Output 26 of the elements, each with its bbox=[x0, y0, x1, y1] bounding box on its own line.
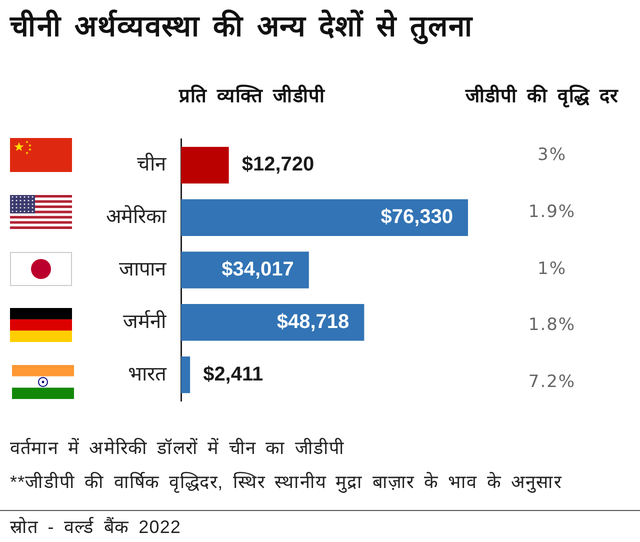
y-tick-label: अमेरिका bbox=[106, 205, 167, 228]
y-tick-label: भारत bbox=[128, 363, 167, 386]
data-label: 1.8% bbox=[527, 314, 577, 338]
text: जीडीपी की वृद्धि दर bbox=[464, 84, 620, 110]
x-axis-title: प्रति व्यक्ति जीडीपी bbox=[179, 84, 325, 109]
y-tick-label: चीन bbox=[137, 152, 167, 176]
y-tick-label: जर्मनी bbox=[123, 310, 167, 333]
data-label: $2,411 bbox=[203, 363, 264, 386]
data-label: 1.9% bbox=[527, 200, 577, 224]
text: स्रोत - वर्ल्ड बैंक 2022 bbox=[10, 516, 182, 539]
data-label: 7.2% bbox=[527, 370, 577, 394]
bar bbox=[181, 252, 309, 288]
chart-title: चीनी अर्थव्यवस्था की अन्य देशों से तुलना bbox=[10, 9, 474, 45]
data-label: $48,718 bbox=[276, 310, 350, 333]
bar bbox=[181, 199, 468, 236]
bar bbox=[181, 304, 364, 341]
bar bbox=[181, 356, 190, 394]
text: **जीडीपी की वार्षिक वृद्धिदर, स्थिर स्थानीय मुद्रा बाज़ार के भाव के अनुसार bbox=[10, 470, 562, 495]
data-label: 3% bbox=[536, 144, 568, 168]
y-tick-label: जापान bbox=[119, 258, 167, 281]
bar bbox=[181, 146, 229, 184]
data-label: $76,330 bbox=[380, 206, 453, 228]
data-label: $34,017 bbox=[222, 258, 294, 281]
data-label: 1% bbox=[536, 258, 568, 280]
data-label: $12,720 bbox=[242, 154, 314, 176]
text: वर्तमान में अमेरिकी डॉलरों में चीन का जीडीपी bbox=[10, 436, 345, 460]
